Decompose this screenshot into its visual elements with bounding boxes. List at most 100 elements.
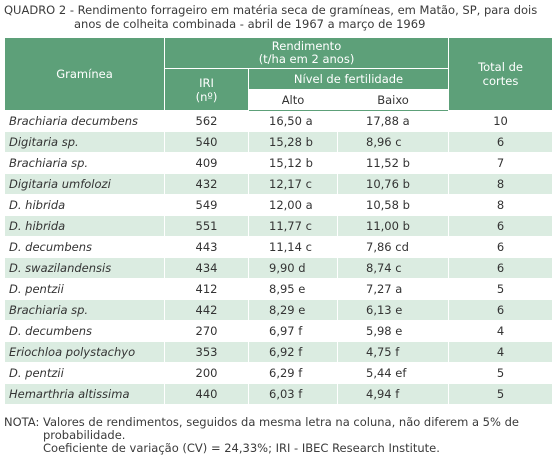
caption-line-1: QUADRO 2 - Rendimento forrageiro em maté… [4, 3, 538, 17]
cell-graminea: Brachiaria decumbens [4, 110, 165, 132]
cell-iri: 551 [164, 215, 249, 237]
table-row: Brachiaria decumbens 562 16,50 a 17,88 a 10 [4, 110, 554, 132]
cell-graminea: Brachiaria sp. [4, 152, 165, 174]
cell-baixo: 17,88 a [336, 110, 450, 132]
cell-alto: 6,92 f [248, 341, 338, 363]
cell-iri: 434 [164, 257, 249, 279]
cell-cortes: 6 [448, 236, 554, 258]
cell-cortes: 5 [448, 362, 554, 384]
cell-baixo: 4,75 f [336, 341, 450, 363]
cell-graminea: Digitaria umfolozi [4, 173, 165, 195]
cell-iri: 442 [164, 299, 249, 321]
cell-baixo: 7,27 a [336, 278, 450, 300]
cell-baixo: 8,96 c [336, 131, 450, 153]
cell-alto: 15,28 b [248, 131, 338, 153]
yield-table: Gramínea Rendimento (t/ha em 2 anos) Tot… [4, 37, 554, 405]
cell-baixo: 6,13 e [336, 299, 450, 321]
cell-graminea: D. hibrida [4, 194, 165, 216]
cell-iri: 409 [164, 152, 249, 174]
cell-cortes: 8 [448, 194, 554, 216]
header-baixo: Baixo [336, 89, 450, 111]
table-row: D. pentzii 200 6,29 f 5,44 ef 5 [4, 362, 554, 384]
cell-baixo: 5,44 ef [336, 362, 450, 384]
cell-baixo: 4,94 f [336, 383, 450, 405]
header-rendimento: Rendimento (t/ha em 2 anos) [163, 37, 450, 69]
table-row: D. decumbens 443 11,14 c 7,86 cd 6 [4, 236, 554, 258]
cell-iri: 353 [164, 341, 249, 363]
note-line-1: NOTA: Valores de rendimentos, seguidos d… [4, 415, 519, 429]
cell-baixo: 11,52 b [336, 152, 450, 174]
header-nivel-fertilidade: Nível de fertilidade [247, 68, 450, 90]
cell-cortes: 7 [448, 152, 554, 174]
cell-iri: 540 [164, 131, 249, 153]
cell-cortes: 4 [448, 341, 554, 363]
cell-alto: 8,29 e [248, 299, 338, 321]
cell-graminea: D. decumbens [4, 236, 165, 258]
table-caption: QUADRO 2 - Rendimento forrageiro em maté… [4, 3, 554, 31]
note-line-3: Coeficiente de variação (CV) = 24,33%; I… [43, 441, 440, 455]
cell-alto: 11,14 c [248, 236, 338, 258]
cell-alto: 11,77 c [248, 215, 338, 237]
cell-iri: 412 [164, 278, 249, 300]
header-iri: IRI (nº) [164, 68, 249, 111]
cell-cortes: 5 [448, 383, 554, 405]
cell-iri: 443 [164, 236, 249, 258]
cell-baixo: 7,86 cd [336, 236, 450, 258]
cell-iri: 440 [164, 383, 249, 405]
cell-alto: 6,97 f [248, 320, 338, 342]
cell-alto: 15,12 b [248, 152, 338, 174]
cell-cortes: 6 [448, 131, 554, 153]
table-body: Brachiaria decumbens 562 16,50 a 17,88 a 10 D… [4, 110, 554, 405]
cell-iri: 432 [164, 173, 249, 195]
cell-alto: 12,00 a [248, 194, 338, 216]
cell-cortes: 8 [448, 173, 554, 195]
header-graminea: Gramínea [4, 37, 165, 111]
cell-graminea: Brachiaria sp. [4, 299, 165, 321]
cell-cortes: 6 [448, 257, 554, 279]
cell-cortes: 6 [448, 299, 554, 321]
header-rendimento-label: Rendimento [271, 39, 342, 53]
header-iri-label: IRI [199, 75, 214, 90]
header-iri-unit: (nº) [195, 89, 218, 104]
cell-iri: 200 [164, 362, 249, 384]
cell-cortes: 4 [448, 320, 554, 342]
header-cortes-label: cortes [482, 74, 519, 88]
cell-graminea: D. decumbens [4, 320, 165, 342]
cell-alto: 6,03 f [248, 383, 338, 405]
cell-alto: 16,50 a [248, 110, 338, 132]
cell-graminea: D. hibrida [4, 215, 165, 237]
cell-graminea: Eriochloa polystachyo [4, 341, 165, 363]
cell-baixo: 11,00 b [336, 215, 450, 237]
header-total-cortes: Total de cortes [448, 37, 554, 111]
cell-cortes: 6 [448, 215, 554, 237]
cell-iri: 562 [164, 110, 249, 132]
cell-cortes: 10 [448, 110, 554, 132]
header-total-label: Total de [478, 60, 523, 74]
header-rendimento-unit: (t/ha em 2 anos) [258, 52, 355, 66]
table-note: NOTA: Valores de rendimentos, seguidos d… [4, 416, 554, 455]
cell-alto: 6,29 f [248, 362, 338, 384]
cell-graminea: D. swazilandensis [4, 257, 165, 279]
header-alto: Alto [248, 89, 338, 111]
cell-graminea: D. pentzii [4, 362, 165, 384]
cell-iri: 549 [164, 194, 249, 216]
cell-baixo: 8,74 c [336, 257, 450, 279]
cell-baixo: 5,98 e [336, 320, 450, 342]
cell-graminea: D. pentzii [4, 278, 165, 300]
cell-baixo: 10,76 b [336, 173, 450, 195]
cell-graminea: Hemarthria altissima [4, 383, 165, 405]
cell-alto: 8,95 e [248, 278, 338, 300]
note-line-2: probabilidade. [43, 428, 126, 442]
